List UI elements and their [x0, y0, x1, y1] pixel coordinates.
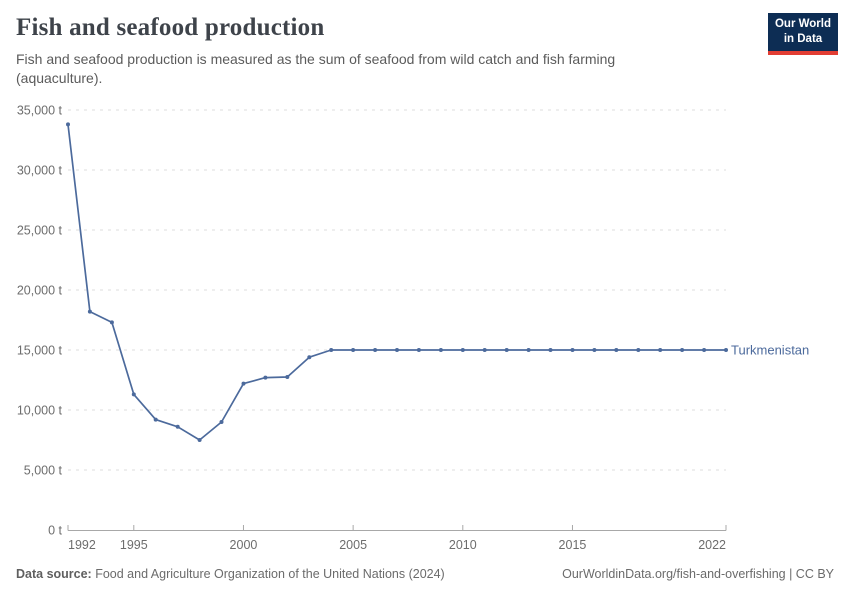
data-point	[614, 348, 619, 352]
x-tick-label: 2022	[698, 538, 726, 552]
data-point	[395, 348, 399, 352]
data-point	[526, 348, 531, 352]
x-tick-label: 2010	[449, 538, 477, 552]
data-point	[680, 348, 685, 352]
owid-logo[interactable]: Our World in Data	[768, 13, 838, 55]
data-point	[87, 309, 92, 314]
owid-logo-line2: in Data	[783, 32, 823, 45]
data-point	[109, 320, 114, 325]
x-tick-label: 2000	[230, 538, 258, 552]
data-point	[416, 348, 421, 352]
data-point	[66, 122, 70, 127]
line-chart: 0 t 5,000 t 10,000 t 15,000 t 20,000 t 25,000…	[17, 104, 809, 553]
data-point	[548, 348, 553, 352]
y-tick-label: 30,000 t	[17, 164, 63, 178]
x-tick-label: 1995	[120, 538, 148, 552]
chart-subtitle: Fish and seafood production is measured …	[16, 51, 616, 86]
y-tick-label: 10,000 t	[17, 404, 63, 418]
data-point	[351, 348, 356, 352]
data-source-note: Data source: Food and Agriculture Organi…	[16, 567, 445, 581]
data-point	[263, 375, 268, 380]
data-point	[241, 381, 246, 386]
data-point	[307, 355, 312, 360]
data-point	[197, 438, 202, 442]
chart-footer: Data source: Food and Agriculture Organi…	[16, 567, 834, 581]
data-point	[131, 392, 136, 397]
series-label-turkmenistan: Turkmenistan	[731, 343, 809, 358]
y-tick-label: 25,000 t	[17, 224, 63, 238]
data-point	[592, 348, 597, 352]
y-tick-label: 5,000 t	[24, 464, 63, 478]
data-point	[153, 417, 158, 422]
y-tick-label: 35,000 t	[17, 104, 63, 118]
series-line	[67, 123, 727, 441]
x-tick-label: 2005	[339, 538, 367, 552]
series-turkmenistan	[66, 122, 728, 442]
data-point	[504, 348, 509, 352]
x-axis	[67, 525, 727, 531]
data-point	[636, 348, 641, 352]
x-axis-labels: 1992 1995 2000 2005 2010 2015 2022	[68, 538, 726, 552]
data-point	[329, 348, 334, 352]
data-point	[702, 348, 707, 352]
footer-link[interactable]: OurWorldinData.org/fish-and-overfishing …	[562, 567, 834, 581]
y-tick-label: 0 t	[48, 524, 62, 538]
chart-header: Fish and seafood production Fish and sea…	[16, 14, 756, 88]
data-point	[285, 375, 290, 379]
data-point	[570, 348, 575, 352]
data-point	[219, 420, 224, 424]
chart-title: Fish and seafood production	[16, 14, 325, 41]
data-source-text: Food and Agriculture Organization of the…	[91, 567, 445, 581]
owid-logo-line1: Our World	[774, 18, 831, 30]
gridlines	[68, 109, 726, 471]
data-source-label: Data source:	[16, 567, 92, 581]
data-point	[175, 424, 180, 429]
x-tick-label: 1992	[68, 538, 96, 552]
data-point	[373, 348, 378, 352]
data-point	[658, 348, 663, 352]
y-tick-label: 15,000 t	[17, 344, 63, 358]
x-tick-label: 2015	[559, 538, 587, 552]
y-axis-labels: 0 t 5,000 t 10,000 t 15,000 t 20,000 t 25,000…	[17, 104, 63, 538]
data-point	[724, 348, 728, 352]
data-point	[482, 348, 487, 352]
y-tick-label: 20,000 t	[17, 284, 63, 298]
data-point	[438, 348, 443, 352]
data-point	[460, 348, 465, 352]
